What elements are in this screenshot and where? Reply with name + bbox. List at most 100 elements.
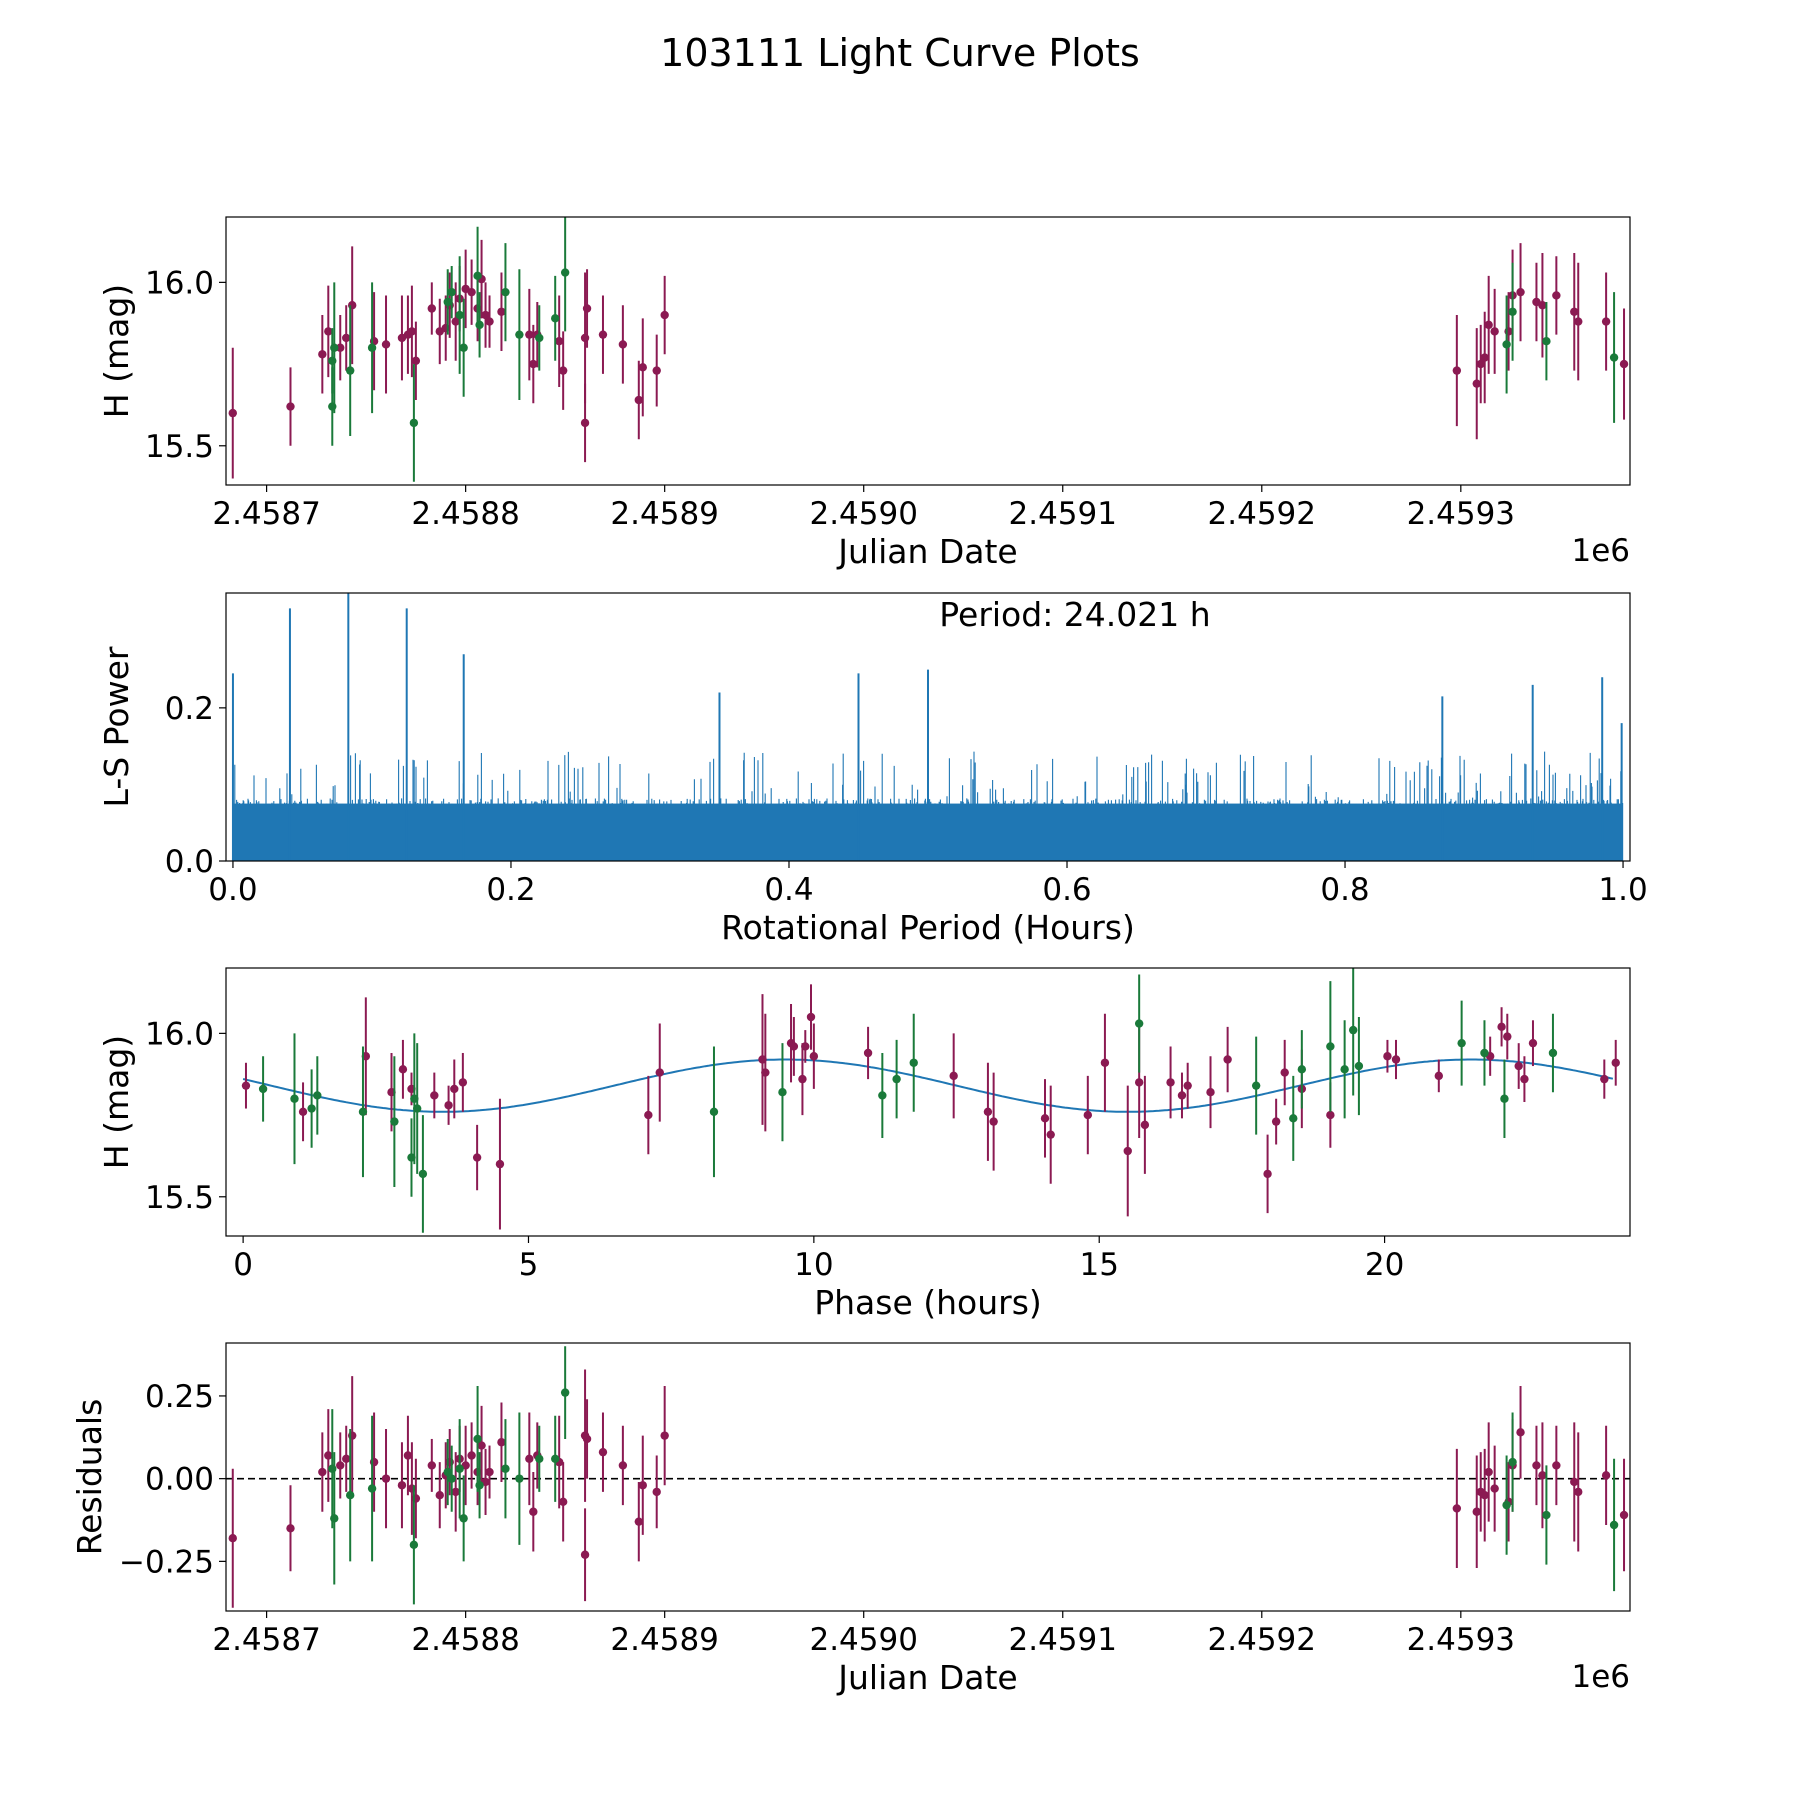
y-tick-label: 15.5: [145, 429, 214, 465]
x-tick-label: 2.4587: [212, 496, 320, 532]
data-point-green: [1500, 1094, 1509, 1103]
data-point-magenta: [1490, 327, 1499, 336]
data-point-magenta: [1552, 1461, 1561, 1470]
x-tick-label: 2.4590: [809, 1622, 917, 1658]
data-point-green: [475, 320, 484, 330]
data-point-magenta: [1484, 1467, 1493, 1477]
data-point-green: [459, 343, 468, 352]
data-point-magenta: [1434, 1071, 1444, 1081]
data-point-magenta: [1611, 1058, 1620, 1067]
panel-1-plot-area: [228, 217, 1629, 482]
x-tick-label: 0: [233, 1247, 253, 1283]
data-point-magenta: [580, 418, 590, 428]
y-tick-label: −0.25: [119, 1544, 214, 1580]
data-point-green: [447, 1474, 456, 1483]
data-point-magenta: [381, 340, 391, 349]
data-point-green: [909, 1058, 918, 1067]
data-point-magenta: [398, 1065, 408, 1074]
data-point-magenta: [495, 1159, 505, 1169]
data-point-magenta: [1452, 366, 1462, 375]
data-point-green: [390, 1117, 399, 1126]
data-point-green: [1340, 1065, 1349, 1074]
data-point-magenta: [529, 1507, 538, 1516]
data-point-magenta: [451, 1487, 460, 1497]
data-point-magenta: [1528, 1038, 1538, 1048]
x-tick-label: 20: [1365, 1247, 1404, 1283]
data-point-magenta: [467, 1451, 476, 1460]
x-tick-label: 2.4591: [1009, 496, 1117, 532]
data-point-magenta: [644, 1110, 653, 1120]
data-point-green: [358, 1107, 368, 1117]
data-point-magenta: [634, 1517, 644, 1526]
data-point-magenta: [798, 1074, 807, 1084]
data-point-green: [443, 1467, 452, 1477]
data-point-magenta: [580, 1550, 590, 1559]
data-point-magenta: [655, 1068, 664, 1077]
figure-title: 103111 Light Curve Plots: [660, 31, 1140, 75]
data-point-magenta: [228, 408, 237, 418]
data-point-magenta: [598, 330, 608, 339]
data-point-magenta: [485, 1467, 494, 1477]
data-point-magenta: [1552, 291, 1561, 300]
panel-2-plot-area: [231, 593, 1624, 861]
data-point-green: [443, 297, 452, 307]
data-point-magenta: [1183, 1081, 1192, 1090]
data-point-magenta: [430, 1091, 439, 1100]
x-offset-text: 1e6: [1571, 1659, 1630, 1695]
data-point-magenta: [1497, 1022, 1506, 1032]
data-point-magenta: [1280, 1068, 1289, 1077]
data-point-magenta: [467, 287, 476, 297]
data-point-magenta: [286, 1524, 295, 1533]
data-point-green: [1609, 353, 1619, 362]
data-point-magenta: [660, 310, 669, 320]
y-axis-label: Residuals: [70, 1399, 109, 1556]
data-point-green: [330, 343, 339, 352]
data-point-magenta: [582, 1434, 592, 1444]
data-point-green: [1289, 1114, 1298, 1123]
data-point-magenta: [554, 336, 564, 346]
data-point-magenta: [801, 1042, 810, 1051]
data-point-green: [1609, 1520, 1619, 1530]
data-point-green: [412, 1104, 422, 1113]
data-point-magenta: [1574, 317, 1583, 326]
data-point-magenta: [1123, 1146, 1132, 1156]
data-point-magenta: [381, 1474, 391, 1483]
data-point-magenta: [1223, 1055, 1232, 1064]
data-point-green: [330, 1514, 339, 1523]
panels: 2.4587 2.4588 2.4589 2.4590 2.4591 2.4592 2.45…: [70, 216, 1648, 1697]
data-point-magenta: [1083, 1110, 1093, 1120]
data-point-green: [878, 1091, 887, 1100]
data-point-magenta: [1480, 1490, 1489, 1500]
data-point-green: [1457, 1038, 1466, 1048]
data-point-magenta: [1570, 307, 1579, 316]
panel-2: 0.0 0.2 0.4 0.6 0.8 1.0 0.0 0.2 Rotational Perio…: [97, 592, 1648, 947]
data-point-green: [345, 366, 355, 375]
data-point-magenta: [1100, 1058, 1110, 1067]
data-point-green: [515, 1474, 524, 1483]
data-point-magenta: [652, 366, 661, 375]
data-point-green: [501, 287, 510, 297]
data-point-green: [515, 330, 524, 339]
x-tick-label: 2.4592: [1208, 496, 1316, 532]
data-point-magenta: [949, 1071, 958, 1081]
data-point-magenta: [1271, 1117, 1281, 1126]
data-point-green: [345, 1490, 355, 1500]
data-point-green: [560, 1388, 570, 1397]
y-tick-label: 16.0: [145, 1016, 214, 1052]
data-point-magenta: [761, 1068, 770, 1077]
panel-3: 0 5 10 15 20 15.5 16.0 Phase (hours) H (mag): [97, 967, 1631, 1322]
data-point-magenta: [638, 1481, 647, 1490]
data-point-magenta: [582, 304, 592, 313]
data-point-green: [307, 1104, 316, 1113]
data-point-magenta: [558, 366, 568, 375]
data-point-green: [560, 268, 570, 277]
data-point-green: [1508, 307, 1517, 316]
period-annotation: Period: 24.021 h: [939, 595, 1210, 634]
data-point-magenta: [1472, 379, 1481, 388]
data-point-magenta: [529, 359, 538, 369]
data-point-green: [313, 1091, 322, 1100]
data-point-green: [1480, 1048, 1489, 1058]
data-point-green: [473, 1434, 482, 1444]
data-point-magenta: [481, 310, 490, 320]
data-point-magenta: [286, 402, 295, 411]
